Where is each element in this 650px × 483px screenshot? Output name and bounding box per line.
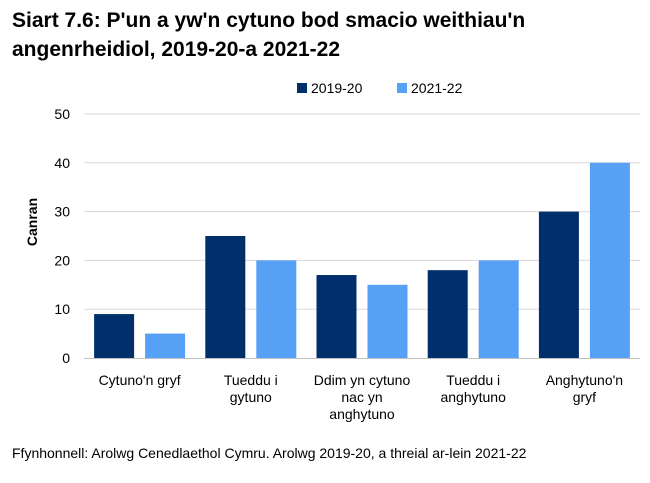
chart-title: Siart 7.6: P'un a yw'n cytuno bod smacio… (12, 9, 526, 61)
bar-2021-22 (589, 162, 630, 358)
legend-swatch (297, 83, 307, 93)
bar-2021-22 (145, 333, 186, 358)
y-tick-label: 0 (62, 350, 70, 366)
x-category-label: Anghytuno'n gryf (546, 372, 623, 405)
bar-2019-20 (427, 270, 468, 358)
source-note: Ffynhonnell: Arolwg Cenedlaethol Cymru. … (12, 445, 527, 461)
bar-2019-20 (538, 211, 579, 358)
bars (94, 162, 630, 358)
legend-item: 2021-22 (397, 80, 463, 96)
x-category-label: Tueddu i gytuno (224, 372, 278, 405)
legend-swatch (397, 83, 407, 93)
x-category-label: Cytuno'n gryf (99, 372, 181, 388)
y-axis-label: Canran (24, 198, 40, 246)
bar-2019-20 (94, 314, 135, 358)
legend: 2019-20 2021-22 (297, 80, 463, 96)
y-tick-label: 40 (54, 155, 70, 171)
legend-label: 2019-20 (311, 80, 363, 96)
x-category-label: Ddim yn cytuno nac yn anghytuno (314, 372, 411, 422)
y-tick-label: 20 (54, 252, 70, 268)
y-axis-ticks: 0 10 20 30 40 50 (54, 106, 70, 366)
bar-2021-22 (478, 260, 519, 358)
x-axis-categories: Cytuno'n gryf Tueddu i gytuno Ddim yn cytun… (99, 372, 624, 422)
y-tick-label: 50 (54, 106, 70, 122)
bar-2021-22 (256, 260, 297, 358)
y-tick-label: 30 (54, 204, 70, 220)
legend-item: 2019-20 (297, 80, 363, 96)
legend-label: 2021-22 (411, 80, 463, 96)
y-tick-label: 10 (54, 301, 70, 317)
bar-2019-20 (205, 236, 246, 358)
x-category-label: Tueddu i anghytuno (440, 372, 506, 405)
bar-2021-22 (367, 284, 408, 358)
bar-2019-20 (316, 275, 357, 358)
